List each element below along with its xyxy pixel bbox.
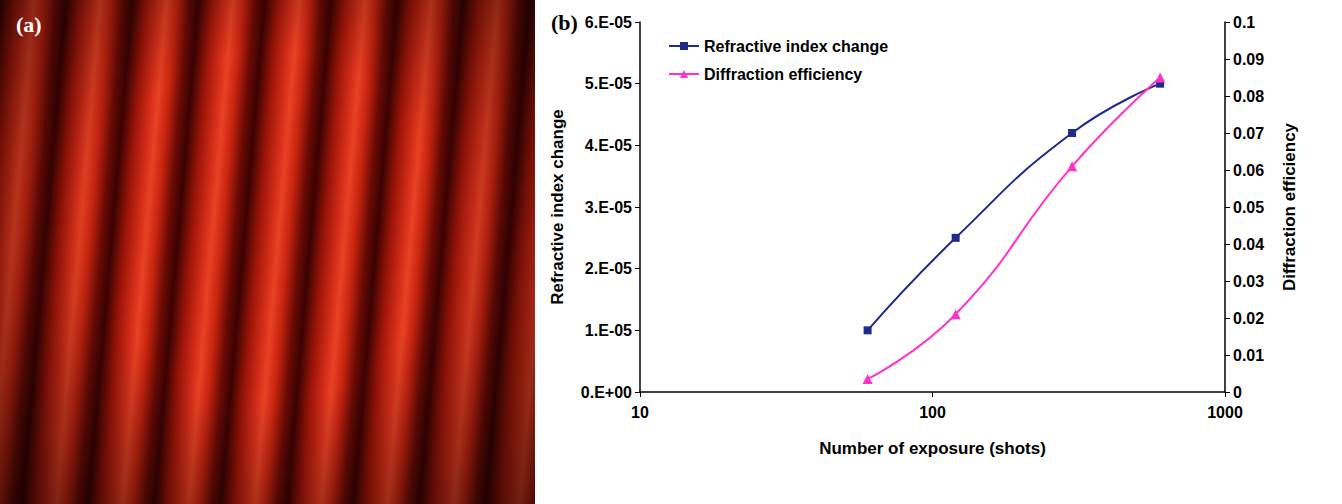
svg-text:6.E-05: 6.E-05: [585, 14, 632, 31]
svg-text:0.01: 0.01: [1233, 347, 1264, 364]
svg-text:2.E-05: 2.E-05: [585, 260, 632, 277]
svg-text:0.07: 0.07: [1233, 125, 1264, 142]
svg-text:0.03: 0.03: [1233, 273, 1264, 290]
svg-text:Number of exposure (shots): Number of exposure (shots): [819, 439, 1046, 458]
svg-text:4.E-05: 4.E-05: [585, 137, 632, 154]
svg-text:0.06: 0.06: [1233, 162, 1264, 179]
svg-text:0.09: 0.09: [1233, 51, 1264, 68]
svg-text:1000: 1000: [1207, 404, 1243, 421]
svg-text:1.E-05: 1.E-05: [585, 322, 632, 339]
svg-text:0.1: 0.1: [1233, 14, 1255, 31]
svg-text:0.04: 0.04: [1233, 236, 1264, 253]
svg-text:0.05: 0.05: [1233, 199, 1264, 216]
svg-text:5.E-05: 5.E-05: [585, 75, 632, 92]
svg-text:0.E+00: 0.E+00: [581, 384, 632, 401]
svg-text:10: 10: [631, 404, 649, 421]
svg-text:100: 100: [919, 404, 946, 421]
svg-text:Diffraction efficiency: Diffraction efficiency: [704, 66, 862, 83]
html-text:(a): (a): [16, 12, 42, 37]
svg-text:0.02: 0.02: [1233, 310, 1264, 327]
svg-text:3.E-05: 3.E-05: [585, 199, 632, 216]
svg-text:Refractive index change: Refractive index change: [704, 38, 888, 55]
svg-text:Refractive index change: Refractive index change: [548, 109, 567, 305]
svg-text:Diffraction efficiency: Diffraction efficiency: [1280, 122, 1299, 291]
svg-text:0.08: 0.08: [1233, 88, 1264, 105]
svg-text:0: 0: [1233, 384, 1242, 401]
svg-text:(b): (b): [551, 10, 578, 35]
